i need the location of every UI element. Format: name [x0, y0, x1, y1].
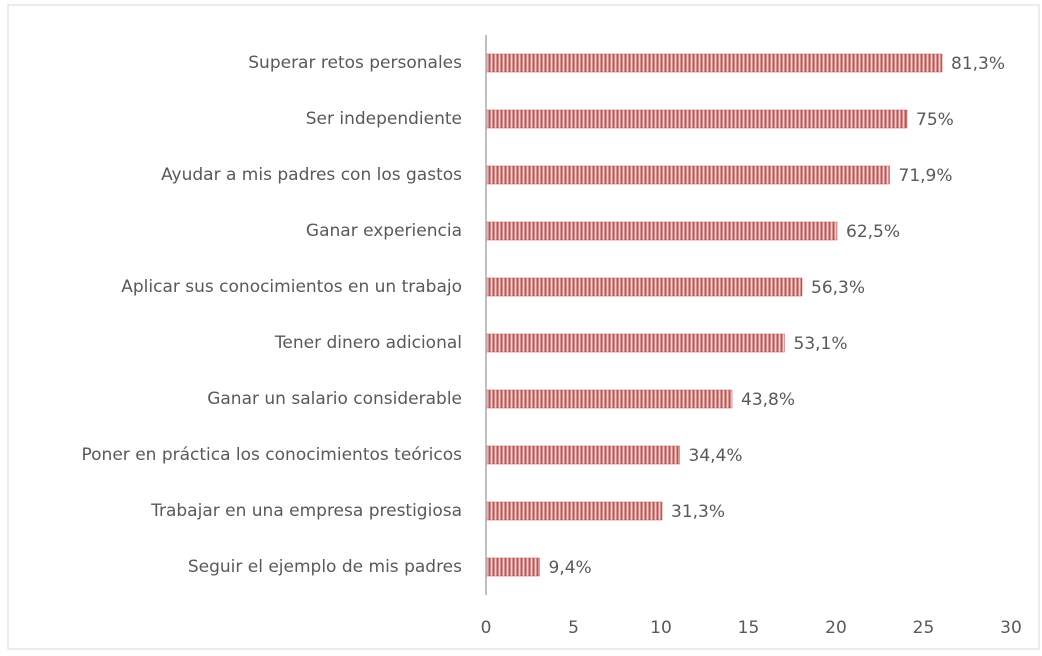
data-label: 81,3%: [951, 54, 1005, 74]
bar: [486, 557, 540, 577]
x-tick-label: 0: [481, 618, 492, 638]
x-tick-label: 15: [738, 618, 760, 638]
y-tick-label: Poner en práctica los conocimientos teór…: [82, 445, 463, 465]
bar: [486, 445, 680, 465]
y-tick-label: Aplicar sus conocimientos en un trabajo: [121, 277, 462, 297]
y-tick-label: Ganar experiencia: [306, 221, 462, 241]
data-label: 31,3%: [671, 502, 725, 522]
y-tick-label: Ayudar a mis padres con los gastos: [161, 165, 462, 185]
chart-border: [7, 4, 1040, 650]
x-tick-label: 25: [913, 618, 935, 638]
bar: [486, 277, 803, 297]
bar: [486, 389, 733, 409]
bar: [486, 53, 943, 73]
bar: [486, 333, 785, 353]
x-tick-label: 30: [1000, 618, 1022, 638]
bar: [486, 501, 663, 521]
y-tick-label: Tener dinero adicional: [274, 333, 462, 353]
data-label: 75%: [916, 110, 954, 130]
y-tick-label: Ganar un salario considerable: [207, 389, 462, 409]
x-tick-label: 5: [568, 618, 579, 638]
y-tick-label: Trabajar en una empresa prestigiosa: [150, 501, 462, 521]
y-tick-label: Ser independiente: [306, 109, 462, 129]
x-tick-label: 20: [825, 618, 847, 638]
y-tick-label: Superar retos personales: [248, 53, 462, 73]
data-label: 43,8%: [741, 390, 795, 410]
data-label: 71,9%: [899, 166, 953, 186]
data-label: 62,5%: [846, 222, 900, 242]
data-label: 56,3%: [811, 278, 865, 298]
data-label: 9,4%: [549, 558, 592, 578]
bar: [486, 221, 838, 241]
y-tick-label: Seguir el ejemplo de mis padres: [188, 557, 462, 577]
data-label: 53,1%: [794, 334, 848, 354]
bar: [486, 109, 908, 129]
data-label: 34,4%: [689, 446, 743, 466]
bar: [486, 165, 890, 185]
x-tick-label: 10: [650, 618, 672, 638]
